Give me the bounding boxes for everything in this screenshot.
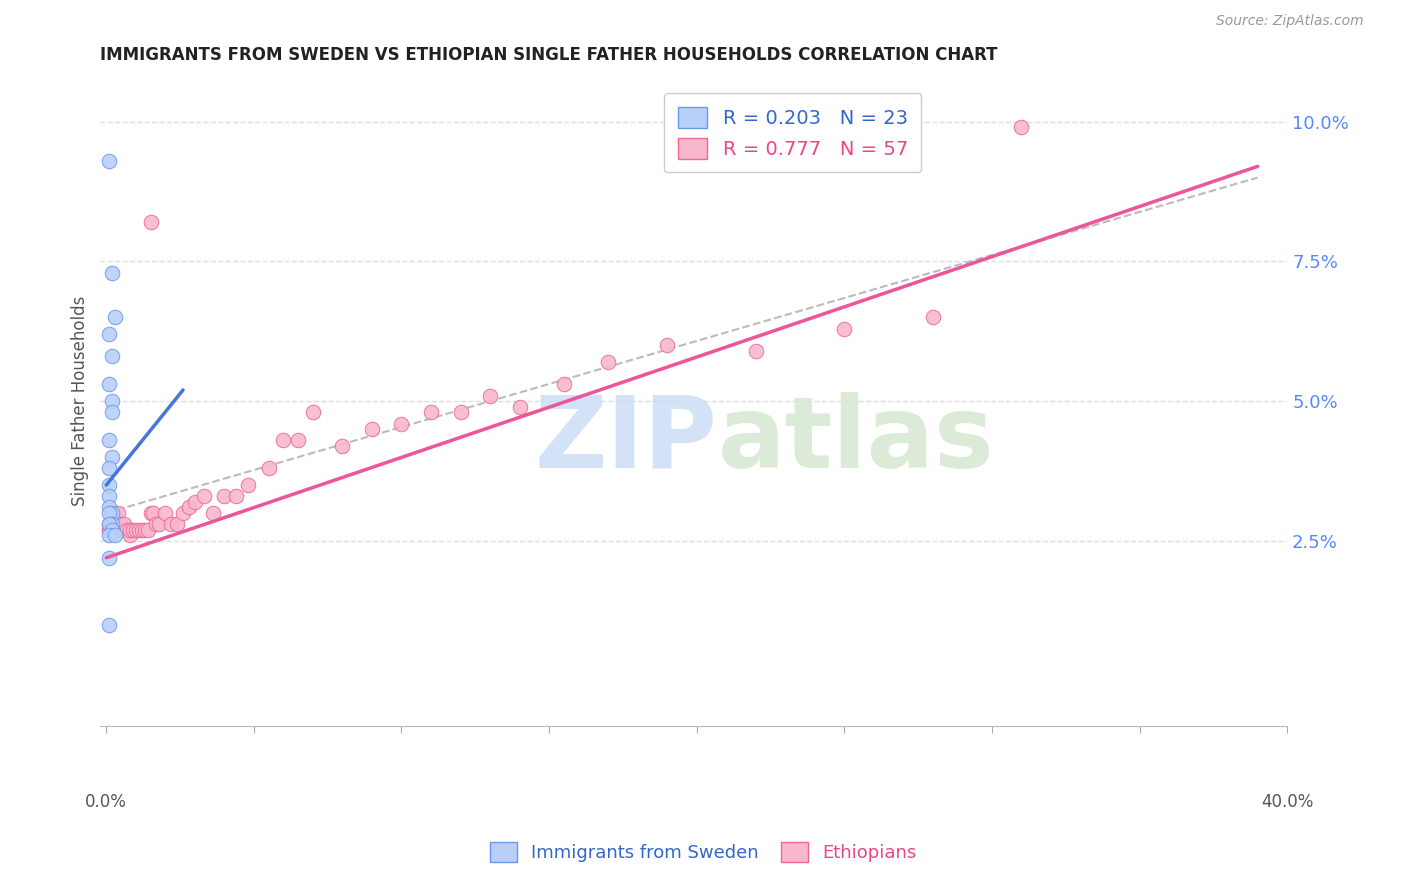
Point	[172, 506, 194, 520]
Point	[110, 517, 132, 532]
Point	[104, 523, 127, 537]
Point	[148, 517, 170, 532]
Point	[125, 523, 148, 537]
Point	[98, 523, 121, 537]
Point	[598, 355, 620, 369]
Point	[391, 417, 413, 431]
Point	[134, 523, 156, 537]
Point	[101, 523, 124, 537]
Point	[98, 461, 121, 475]
Point	[98, 550, 121, 565]
Point	[104, 528, 127, 542]
Legend: Immigrants from Sweden, Ethiopians: Immigrants from Sweden, Ethiopians	[482, 835, 924, 870]
Point	[98, 618, 121, 632]
Point	[139, 506, 162, 520]
Point	[98, 500, 121, 515]
Text: ZIP: ZIP	[534, 392, 717, 489]
Point	[420, 405, 443, 419]
Point	[101, 394, 124, 409]
Point	[361, 422, 384, 436]
Point	[110, 523, 132, 537]
Point	[155, 506, 177, 520]
Point	[166, 517, 188, 532]
Point	[101, 506, 124, 520]
Point	[104, 517, 127, 532]
Point	[104, 310, 127, 325]
Point	[101, 523, 124, 537]
Point	[128, 523, 150, 537]
Point	[142, 506, 165, 520]
Point	[922, 310, 945, 325]
Point	[101, 405, 124, 419]
Point	[115, 523, 138, 537]
Point	[131, 523, 153, 537]
Point	[184, 495, 207, 509]
Y-axis label: Single Father Households: Single Father Households	[72, 296, 89, 507]
Text: atlas: atlas	[717, 392, 994, 489]
Point	[107, 523, 129, 537]
Point	[479, 389, 502, 403]
Text: 0.0%: 0.0%	[86, 793, 127, 811]
Point	[98, 153, 121, 168]
Point	[257, 461, 280, 475]
Point	[145, 517, 167, 532]
Point	[139, 215, 162, 229]
Point	[136, 523, 159, 537]
Point	[450, 405, 472, 419]
Point	[160, 517, 183, 532]
Point	[101, 450, 124, 464]
Point	[98, 489, 121, 503]
Point	[101, 523, 124, 537]
Text: Source: ZipAtlas.com: Source: ZipAtlas.com	[1216, 14, 1364, 28]
Point	[98, 517, 121, 532]
Point	[104, 506, 127, 520]
Point	[98, 506, 121, 520]
Point	[98, 478, 121, 492]
Point	[657, 338, 679, 352]
Point	[201, 506, 224, 520]
Point	[302, 405, 325, 419]
Point	[98, 434, 121, 448]
Point	[236, 478, 259, 492]
Point	[101, 266, 124, 280]
Point	[332, 439, 354, 453]
Point	[101, 517, 124, 532]
Point	[98, 517, 121, 532]
Point	[273, 434, 295, 448]
Point	[107, 506, 129, 520]
Point	[214, 489, 236, 503]
Point	[1011, 120, 1033, 135]
Point	[834, 321, 856, 335]
Point	[101, 350, 124, 364]
Point	[287, 434, 309, 448]
Point	[101, 517, 124, 532]
Point	[225, 489, 247, 503]
Point	[121, 523, 143, 537]
Point	[98, 327, 121, 342]
Text: 40.0%: 40.0%	[1261, 793, 1313, 811]
Point	[193, 489, 215, 503]
Point	[118, 528, 141, 542]
Point	[112, 517, 135, 532]
Point	[509, 400, 531, 414]
Point	[98, 528, 121, 542]
Legend: R = 0.203   N = 23, R = 0.777   N = 57: R = 0.203 N = 23, R = 0.777 N = 57	[664, 93, 921, 172]
Point	[98, 377, 121, 392]
Point	[118, 523, 141, 537]
Point	[553, 377, 575, 392]
Point	[177, 500, 200, 515]
Point	[98, 523, 121, 537]
Text: IMMIGRANTS FROM SWEDEN VS ETHIOPIAN SINGLE FATHER HOUSEHOLDS CORRELATION CHART: IMMIGRANTS FROM SWEDEN VS ETHIOPIAN SING…	[100, 46, 998, 64]
Point	[745, 343, 768, 358]
